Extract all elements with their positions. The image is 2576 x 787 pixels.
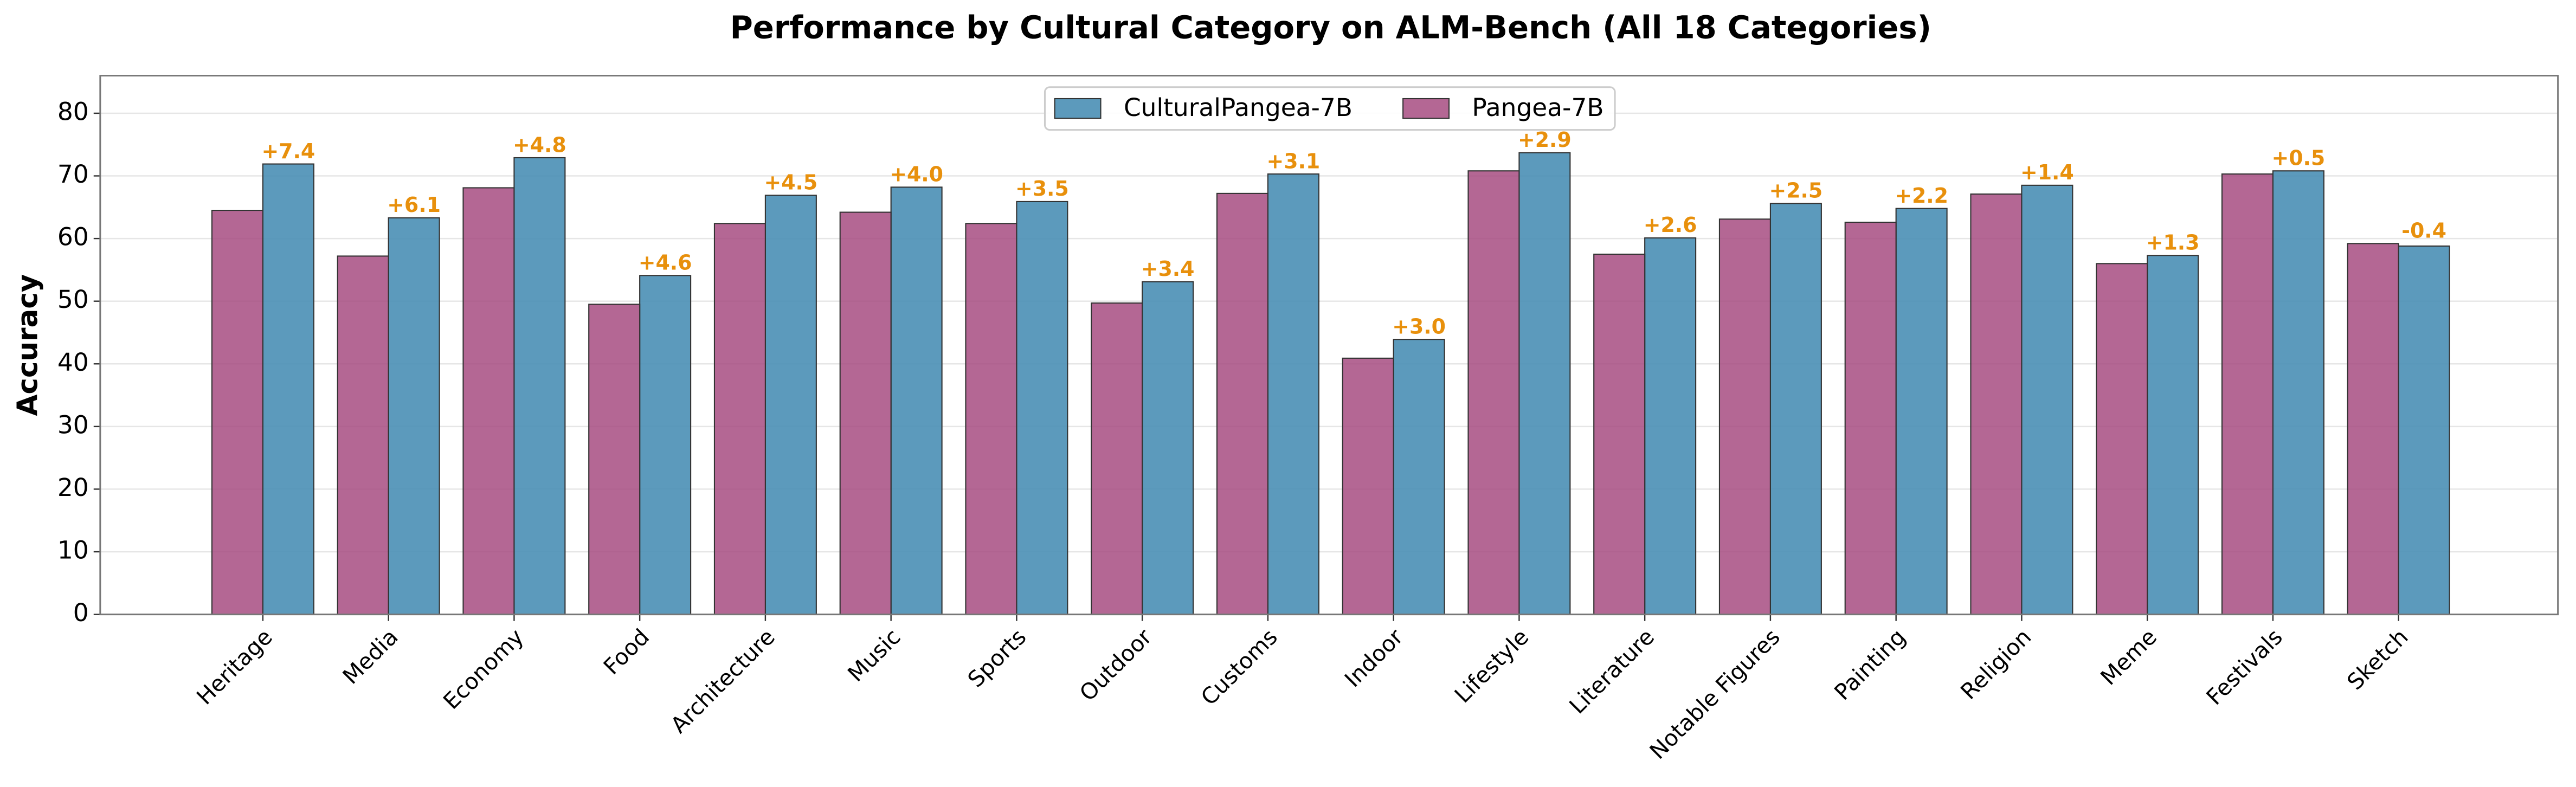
annotation: +4.8: [513, 133, 566, 157]
legend: CulturalPangea-7B Pangea-7B: [1044, 86, 1616, 131]
bar: [2347, 243, 2399, 615]
legend-swatch: [1054, 98, 1102, 119]
chart-title: Performance by Cultural Category on ALM-…: [730, 9, 1931, 46]
bar: [337, 255, 389, 615]
annotation: +1.3: [2146, 231, 2200, 255]
annotation: +2.5: [1769, 179, 1822, 203]
bar: [588, 304, 641, 615]
y-tick-label: 50: [57, 285, 89, 314]
bar: [1393, 339, 1445, 615]
bar: [2021, 184, 2073, 615]
bar: [1593, 253, 1646, 615]
bar: [1091, 302, 1143, 615]
annotation: +2.9: [1518, 128, 1572, 152]
annotation: +1.4: [2020, 160, 2074, 184]
bar: [1970, 193, 2023, 615]
annotation: +6.1: [387, 193, 441, 217]
bar: [2147, 255, 2199, 615]
y-tick-label: 80: [57, 97, 89, 126]
bar: [2221, 173, 2274, 615]
bar: [1267, 173, 1319, 615]
legend-label: CulturalPangea-7B: [1124, 93, 1353, 122]
annotation: +2.2: [1895, 184, 1948, 208]
bar: [965, 223, 1017, 615]
bar: [764, 195, 817, 615]
bar: [639, 275, 692, 615]
annotation: +3.1: [1266, 149, 1320, 173]
y-tick-label: 40: [57, 348, 89, 377]
y-tick-label: 10: [57, 536, 89, 565]
bar: [1518, 152, 1571, 615]
bar: [2398, 245, 2450, 615]
bar: [713, 223, 766, 615]
bar: [1718, 218, 1771, 615]
bar: [2096, 263, 2148, 615]
bar: [388, 217, 440, 615]
bar: [211, 210, 263, 615]
annotation: +0.5: [2271, 146, 2325, 170]
annotation: +4.6: [639, 251, 692, 275]
legend-box: [1044, 86, 1616, 131]
bar: [1142, 281, 1194, 615]
bar: [1342, 357, 1394, 615]
legend-swatch: [1402, 98, 1450, 119]
y-axis-label: Accuracy: [12, 274, 44, 416]
bar: [1644, 237, 1697, 615]
bar: [1016, 201, 1068, 615]
y-tick-label: 20: [57, 473, 89, 502]
annotation: +4.0: [890, 163, 943, 186]
annotation: +4.5: [764, 171, 817, 195]
bar: [839, 211, 892, 615]
y-tick-label: 70: [57, 160, 89, 189]
y-tick-label: 0: [73, 598, 89, 627]
annotation: +2.6: [1644, 213, 1697, 237]
annotation: +3.0: [1392, 314, 1446, 338]
bar: [262, 163, 314, 615]
y-tick-label: 60: [57, 223, 89, 251]
bar: [1216, 192, 1268, 615]
bar: [1844, 221, 1897, 615]
legend-label: Pangea-7B: [1472, 93, 1603, 122]
y-tick-label: 30: [57, 410, 89, 439]
bar: [1769, 203, 1822, 615]
annotation: +7.4: [261, 139, 315, 163]
annotation: +3.4: [1141, 257, 1195, 281]
bar: [1895, 208, 1948, 615]
annotation: +3.5: [1015, 177, 1069, 201]
plot-frame: [99, 75, 2559, 616]
bar: [462, 187, 515, 615]
bar: [1467, 170, 1520, 615]
bar: [2272, 170, 2324, 615]
bar: [513, 157, 566, 615]
bar: [890, 186, 943, 615]
annotation: -0.4: [2401, 219, 2446, 243]
